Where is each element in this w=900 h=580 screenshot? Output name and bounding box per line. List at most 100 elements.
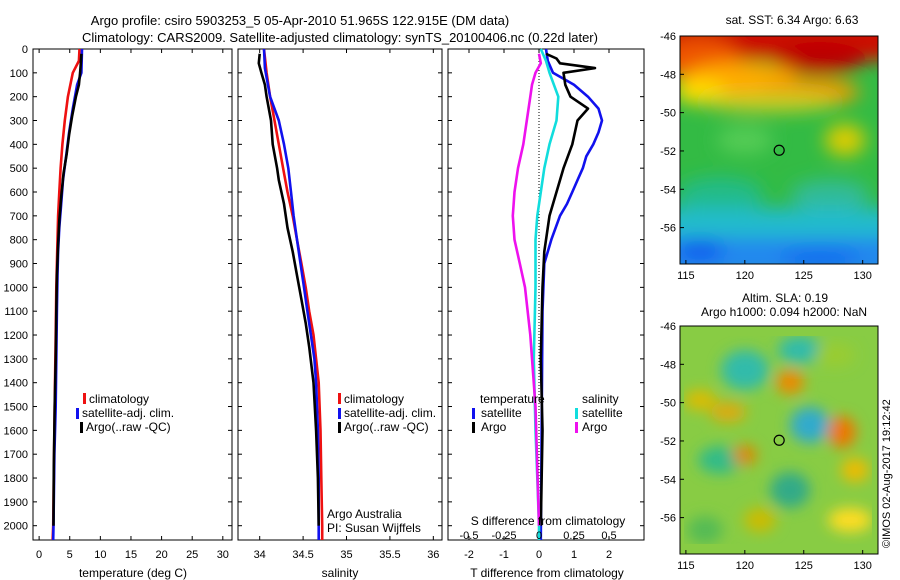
x-tick-label: 1	[571, 549, 577, 561]
legend-swatch-t-satellite	[472, 408, 475, 419]
sst-map-title: sat. SST: 6.34 Argo: 6.63	[726, 13, 859, 27]
credit-text: ©IMOS 02-Aug-2017 19:12:42	[881, 399, 893, 548]
series-line-temperature-argo	[539, 52, 597, 526]
x-tick-label: 15	[125, 549, 137, 561]
map-x-tick-label: 115	[677, 560, 695, 572]
legend-label-s-argo: Argo	[582, 420, 608, 434]
legend-swatch-s-satellite	[575, 408, 578, 419]
sst-field	[680, 36, 878, 264]
map-y-tick-label: -46	[660, 31, 676, 43]
program-annotation: Argo Australia	[327, 507, 402, 521]
depth-tick-label: 1600	[4, 425, 28, 437]
x-tick-label: 34.5	[292, 549, 313, 561]
map-y-tick-label: -56	[660, 223, 676, 235]
s-diff-tick-label: -0.25	[491, 530, 516, 542]
sla-map-axes: 115 120 125 130 -46 -48 -50 -52 -54 -56	[660, 321, 872, 572]
s-diff-tick-label: 0.5	[601, 530, 616, 542]
legend-swatch-s-argo	[575, 422, 578, 433]
pi-annotation: PI: Susan Wijffels	[327, 521, 421, 535]
depth-tick-label: 1800	[4, 473, 28, 485]
map-x-tick-label: 125	[795, 560, 813, 572]
legend-label-s-satellite: satellite	[582, 406, 623, 420]
map-x-tick-label: 115	[677, 270, 695, 282]
sst-map: sat. SST: 6.34 Argo: 6.63	[660, 13, 879, 282]
x-tick-label: 35.5	[379, 549, 400, 561]
series-line-argo-raw-qc	[257, 53, 320, 526]
depth-tick-label: 2000	[4, 521, 28, 533]
depth-tick-label: 1500	[4, 402, 28, 414]
x-tick-label: 30	[217, 549, 229, 561]
sst-map-frame	[679, 35, 879, 265]
series-line-argo-raw-qc	[52, 53, 83, 526]
x-tick-label: 5	[67, 549, 73, 561]
figure-title-line2: Climatology: CARS2009. Satellite-adjuste…	[82, 30, 598, 45]
map-y-tick-label: -50	[660, 108, 676, 120]
legend-label-satellite: satellite-adj. clim.	[344, 406, 436, 420]
sla-map-frame	[679, 325, 879, 555]
depth-tick-label: 400	[10, 139, 28, 151]
x-tick-label: 20	[155, 549, 167, 561]
depth-tick-label: 1900	[4, 497, 28, 509]
legend-swatch-t-argo	[472, 422, 475, 433]
difference-plot-area	[447, 48, 645, 541]
depth-tick-label: 700	[10, 211, 28, 223]
x-tick-label: -1	[499, 549, 509, 561]
map-x-tick-label: 120	[736, 270, 754, 282]
sla-map: Altim. SLA: 0.19 Argo h1000: 0.094 h2000…	[660, 291, 879, 572]
salinity-legend: climatology satellite-adj. clim. Argo(..…	[338, 392, 436, 434]
sla-argo-location-marker	[773, 434, 785, 446]
x-tick-label: 0	[36, 549, 42, 561]
legend-title-salinity: salinity	[582, 392, 619, 406]
depth-axis: 0 100 200 300 400 500 600 700 800 900 1000 1100 1200…	[4, 44, 644, 533]
x-tick-label: -2	[464, 549, 474, 561]
x-tick-label: 0	[536, 549, 542, 561]
map-y-tick-label: -52	[660, 146, 676, 158]
temperature-plot-area	[32, 48, 233, 541]
depth-tick-label: 200	[10, 92, 28, 104]
map-y-tick-label: -46	[660, 321, 676, 333]
depth-tick-label: 1000	[4, 282, 28, 294]
depth-tick-label: 500	[10, 163, 28, 175]
legend-swatch-climatology	[83, 393, 86, 404]
map-y-tick-label: -50	[660, 398, 676, 410]
depth-tick-label: 1700	[4, 449, 28, 461]
s-diff-tick-label: 0.25	[563, 530, 584, 542]
x-tick-label: 34	[254, 549, 266, 561]
legend-label-t-satellite: satellite	[481, 406, 522, 420]
legend-label-t-argo: Argo	[481, 420, 507, 434]
s-diff-tick-label: -0.5	[460, 530, 479, 542]
difference-top-label: S difference from climatology	[471, 514, 626, 528]
legend-swatch-argo	[80, 422, 83, 433]
map-x-tick-label: 130	[853, 270, 871, 282]
salinity-xlabel: salinity	[322, 566, 359, 580]
depth-tick-label: 1300	[4, 354, 28, 366]
x-tick-label: 35	[340, 549, 352, 561]
difference-legend: temperature satellite Argo salinity sate…	[472, 392, 623, 434]
map-y-tick-label: -54	[660, 474, 676, 486]
series-line-climatology	[262, 48, 324, 540]
legend-swatch-argo	[338, 422, 341, 433]
sst-argo-location-marker	[773, 144, 785, 156]
legend-label-argo: Argo(..raw -QC)	[86, 420, 171, 434]
map-y-tick-label: -48	[660, 69, 676, 81]
map-y-tick-label: -48	[660, 359, 676, 371]
legend-label-climatology: climatology	[89, 392, 149, 406]
legend-title-temperature: temperature	[480, 392, 545, 406]
temperature-chart: 0 5 10 15 20 25 30	[36, 48, 229, 561]
x-tick-label: 10	[94, 549, 106, 561]
salinity-chart: 34 34.5 35 35.5 36	[254, 48, 439, 561]
difference-xlabel: T difference from climatology	[470, 566, 624, 580]
sla-field	[680, 326, 878, 554]
x-tick-label: 36	[427, 549, 439, 561]
depth-tick-label: 600	[10, 187, 28, 199]
map-x-tick-label: 125	[795, 270, 813, 282]
sla-map-title-line1: Altim. SLA: 0.19	[742, 291, 828, 305]
salinity-plot-area	[237, 48, 443, 541]
x-tick-label: 2	[606, 549, 612, 561]
map-y-tick-label: -54	[660, 184, 676, 196]
sla-map-title-line2: Argo h1000: 0.094 h2000: NaN	[701, 305, 867, 319]
map-y-tick-label: -52	[660, 436, 676, 448]
series-line-temperature-satellite	[539, 48, 604, 541]
depth-tick-label: 800	[10, 235, 28, 247]
